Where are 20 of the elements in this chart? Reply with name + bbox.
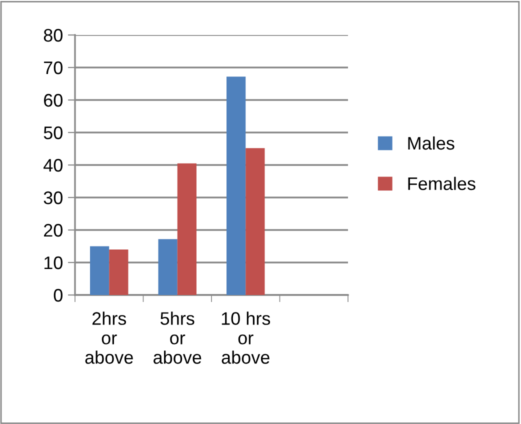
legend-label: Females	[408, 176, 476, 190]
y-tick-label: 80	[44, 28, 62, 42]
legend-label: Males	[408, 136, 454, 150]
bar	[109, 250, 128, 295]
x-tick-label: 10 hrs or above	[222, 312, 270, 364]
bar	[90, 246, 110, 295]
bar	[177, 163, 196, 295]
bar	[158, 239, 178, 295]
bar	[226, 76, 246, 295]
y-tick-label: 40	[44, 158, 62, 172]
y-tick-label: 30	[44, 191, 62, 204]
y-tick-label: 20	[44, 224, 62, 237]
x-tick-label: 2hrs or above	[85, 312, 133, 364]
y-tick-label: 0	[54, 288, 62, 302]
bar	[246, 148, 265, 295]
y-tick-label: 10	[44, 256, 62, 270]
x-tick-label: 5hrs or above	[154, 312, 202, 364]
y-tick-label: 50	[44, 126, 62, 140]
y-tick-label: 70	[44, 61, 62, 74]
y-tick-label: 60	[44, 94, 62, 107]
